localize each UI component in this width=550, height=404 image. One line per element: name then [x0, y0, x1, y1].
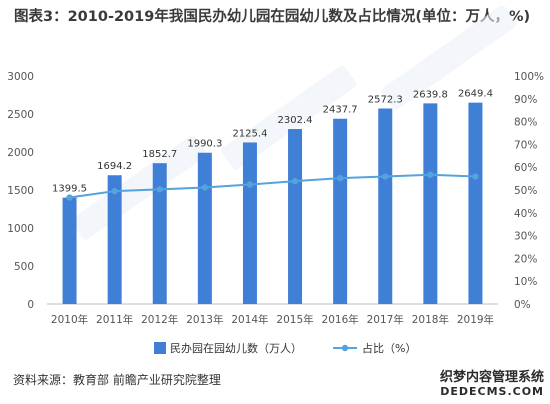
y-right-tick-30%: 30%	[514, 231, 537, 243]
bar-data-labels: 1399.5 1694.2 1852.7 1990.3 2125.4 2302.4 2437…	[52, 89, 493, 195]
y-right-tick-0%: 0%	[514, 299, 531, 311]
y-right-tick-50%: 50%	[514, 185, 537, 197]
bar-label-2019年: 2649.4	[458, 89, 493, 100]
bar-2019年	[468, 102, 483, 304]
line-point-2017年	[382, 173, 389, 180]
line-point-2016年	[336, 174, 344, 182]
watermark-band-2	[381, 5, 517, 110]
y-left-tick-labels: 0 500 1000 1500 2000 2500 3000	[7, 71, 34, 311]
bar-label-2012年: 1852.7	[142, 149, 177, 160]
bar-2011年	[107, 175, 122, 304]
bar-label-2011年: 1694.2	[97, 161, 132, 172]
y-right-tick-90%: 90%	[514, 94, 537, 106]
bar-label-2016年: 2437.7	[323, 105, 358, 116]
x-tick-2017年: 2017年	[367, 313, 404, 326]
legend-swatch-bar	[154, 342, 166, 354]
x-tick-2016年: 2016年	[322, 313, 359, 326]
line-point-2019年	[472, 173, 479, 180]
watermark-band-0	[71, 135, 207, 240]
watermark-line1: 织梦内容管理系统	[439, 370, 544, 385]
x-tick-2011年: 2011年	[96, 313, 133, 326]
y-left-tick-1500: 1500	[7, 185, 34, 197]
y-left-tick-3000: 3000	[7, 71, 34, 83]
line-point-2014年	[246, 181, 254, 188]
y-left-tick-500: 500	[14, 261, 34, 273]
bar-label-2013年: 1990.3	[187, 139, 222, 150]
bar-series	[62, 102, 483, 304]
bar-label-2015年: 2302.4	[278, 115, 313, 126]
legend-marker-line	[341, 344, 349, 352]
line-point-2013年	[201, 184, 209, 191]
y-right-tick-60%: 60%	[514, 162, 537, 174]
y-right-tick-20%: 20%	[514, 253, 537, 265]
x-tick-2010年: 2010年	[51, 313, 88, 326]
bar-2016年	[333, 118, 348, 304]
line-point-2011年	[111, 187, 118, 195]
bar-2018年	[423, 103, 438, 304]
legend-label-line: 占比（%）	[362, 341, 416, 355]
watermark-line2: DEDECMS.COM	[440, 385, 544, 398]
bar-2015年	[288, 129, 303, 304]
bar-label-2010年: 1399.5	[52, 184, 87, 195]
bar-2013年	[197, 152, 212, 304]
bar-2012年	[152, 163, 167, 304]
y-right-tick-100%: 100%	[514, 71, 544, 83]
chart-title: 图表3：2010-2019年我国民办幼儿园在园幼儿数及占比情况(单位：万人，%)	[14, 9, 531, 25]
legend: 民办园在园幼儿数（万人） 占比（%）	[154, 341, 416, 355]
line-point-2018年	[427, 171, 434, 178]
line-path	[69, 173, 476, 199]
line-series	[66, 171, 479, 201]
bar-label-2014年: 2125.4	[232, 128, 267, 139]
x-tick-2018年: 2018年	[412, 313, 449, 326]
watermark-corner: 织梦内容管理系统 DEDECMS.COM	[440, 370, 544, 398]
bar-2014年	[242, 142, 257, 304]
x-tick-2019年: 2019年	[457, 313, 494, 326]
y-right-tick-10%: 10%	[514, 276, 537, 288]
x-tick-labels: 2010年 2011年 2012年 2013年 2014年 2015年 2016年 2017年…	[51, 313, 494, 326]
x-tick-2014年: 2014年	[231, 313, 268, 326]
y-right-tick-80%: 80%	[514, 117, 537, 129]
y-left-tick-0: 0	[27, 299, 34, 311]
legend-label-bar: 民办园在园幼儿数（万人）	[170, 342, 302, 355]
line-point-2010年	[66, 194, 73, 201]
y-left-tick-2500: 2500	[7, 109, 34, 121]
bar-label-2017年: 2572.3	[368, 95, 403, 106]
source-note: 资料来源：教育部 前瞻产业研究院整理	[13, 373, 221, 387]
bar-2010年	[62, 197, 77, 304]
x-tick-2012年: 2012年	[141, 313, 178, 326]
x-tick-2013年: 2013年	[186, 313, 223, 326]
line-point-2012年	[156, 186, 163, 193]
bar-label-2018年: 2639.8	[413, 89, 448, 100]
y-right-tick-70%: 70%	[514, 139, 537, 151]
line-point-2015年	[291, 177, 299, 185]
y-left-tick-2000: 2000	[7, 147, 34, 159]
y-left-tick-1000: 1000	[7, 223, 34, 235]
y-right-tick-labels: 0% 10% 20% 30% 40% 50% 60% 70% 80% 90% 100%	[514, 71, 544, 311]
x-tick-2015年: 2015年	[276, 313, 313, 326]
y-right-tick-40%: 40%	[514, 208, 537, 220]
bar-2017年	[378, 108, 393, 304]
